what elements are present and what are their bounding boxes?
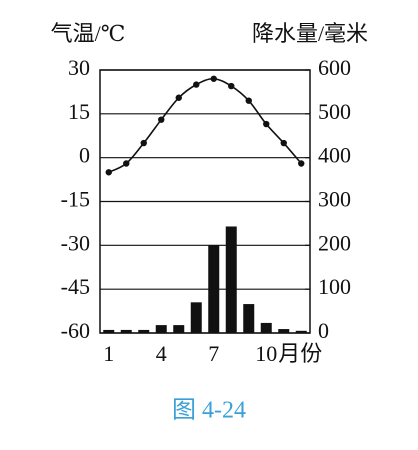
- temperature-point: [158, 116, 165, 123]
- bar: [208, 245, 220, 333]
- bar: [295, 330, 307, 333]
- temperature-point: [105, 169, 112, 176]
- temperature-point: [193, 81, 200, 88]
- temperature-point: [228, 82, 235, 90]
- y-tick-label: -60: [61, 318, 90, 343]
- bar: [120, 329, 132, 333]
- y-tick-label: -30: [61, 230, 90, 255]
- y-tick-label: -45: [61, 274, 90, 299]
- x-tick-label: 7: [208, 341, 219, 366]
- y-tick-label: -15: [61, 187, 90, 212]
- x-tick-label: 1: [103, 341, 114, 366]
- y2-tick-label: 600: [318, 55, 351, 80]
- x-tick-label: 10: [255, 341, 277, 366]
- y2-axis-title: 降水量/毫米: [252, 21, 368, 46]
- bar: [173, 325, 185, 333]
- bar: [190, 302, 202, 333]
- temperature-point: [298, 160, 305, 167]
- y2-tick-label: 100: [318, 274, 351, 299]
- bar: [243, 304, 255, 333]
- temperature-point: [175, 94, 182, 101]
- temperature-point: [140, 139, 147, 147]
- y-axis-title: 气温/℃: [51, 21, 126, 46]
- bar: [155, 325, 167, 333]
- y2-tick-label: 0: [318, 318, 329, 343]
- caption: 图 4-24: [172, 398, 246, 424]
- temperature-point: [263, 120, 270, 128]
- temperature-point: [123, 160, 130, 167]
- x-axis-title: 月份: [278, 341, 322, 366]
- y2-tick-label: 200: [318, 230, 351, 255]
- temperature-point: [280, 139, 287, 147]
- y2-tick-label: 300: [318, 187, 351, 212]
- y-tick-label: 15: [68, 99, 90, 124]
- temperature-point: [210, 75, 217, 82]
- y2-tick-label: 500: [318, 99, 351, 124]
- y-tick-label: 30: [68, 55, 90, 80]
- x-tick-label: 4: [156, 341, 167, 366]
- temperature-point: [245, 97, 252, 104]
- bar: [103, 329, 115, 333]
- bar: [225, 226, 237, 333]
- bar: [278, 329, 290, 333]
- y2-tick-label: 400: [318, 143, 351, 168]
- bar: [260, 322, 272, 333]
- y-tick-label: 0: [79, 143, 90, 168]
- bar: [138, 329, 150, 333]
